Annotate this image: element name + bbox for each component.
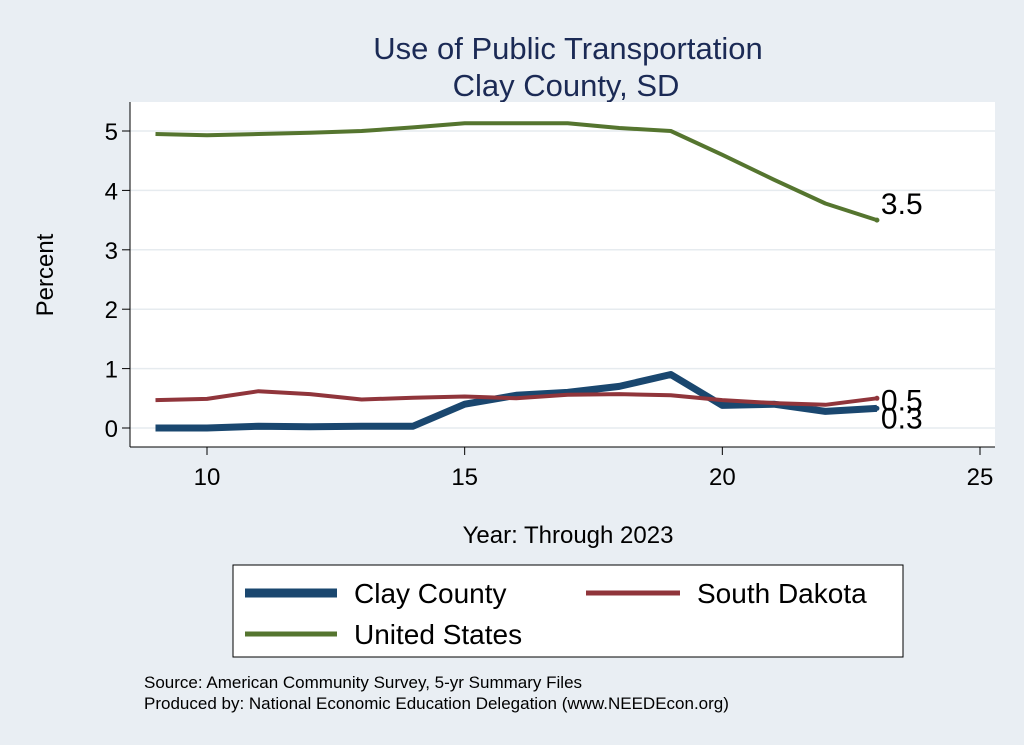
axis-layer: 0 1 2 3 4 5 10 15 20 25	[105, 102, 995, 491]
end-label-clay-county: 0.3	[881, 402, 923, 435]
y-tick-label: 1	[105, 357, 118, 384]
y-tick-label: 5	[105, 119, 118, 146]
producer-note: Produced by: National Economic Education…	[144, 694, 729, 713]
x-tick-label: 15	[451, 464, 478, 491]
end-marker-united-states	[874, 217, 880, 223]
legend-box	[232, 564, 904, 658]
y-tick-label: 4	[105, 178, 118, 205]
chart-title-line-1: Use of Public Transportation	[373, 31, 762, 66]
end-marker-clay-county	[874, 405, 880, 411]
y-tick-label: 2	[105, 297, 118, 324]
source-note: Source: American Community Survey, 5-yr …	[144, 673, 582, 692]
legend-label-united-states: United States	[354, 619, 522, 650]
legend-label-south-dakota: South Dakota	[697, 578, 867, 609]
chart-title-line-2: Clay County, SD	[453, 68, 680, 103]
x-tick-label: 20	[709, 464, 736, 491]
end-marker-south-dakota	[874, 395, 880, 401]
end-label-south-dakota: 0.5	[881, 384, 923, 417]
series-layer	[155, 121, 878, 432]
series-line-clay-county	[155, 371, 878, 432]
x-tick-label: 10	[194, 464, 221, 491]
legend: Clay County South Dakota United States	[232, 564, 904, 658]
series-line-south-dakota	[155, 389, 878, 407]
y-axis-title: Percent	[32, 233, 59, 316]
y-tick-label: 3	[105, 238, 118, 265]
x-tick-label: 25	[967, 464, 994, 491]
y-tick-label: 0	[105, 416, 118, 443]
end-label-layer: 0.30.5 3.5	[874, 188, 923, 435]
legend-label-clay-county: Clay County	[354, 578, 507, 609]
end-label-united-states: 3.5	[881, 188, 923, 221]
series-line-united-states	[155, 121, 878, 223]
x-axis-title: Year: Through 2023	[463, 522, 674, 549]
